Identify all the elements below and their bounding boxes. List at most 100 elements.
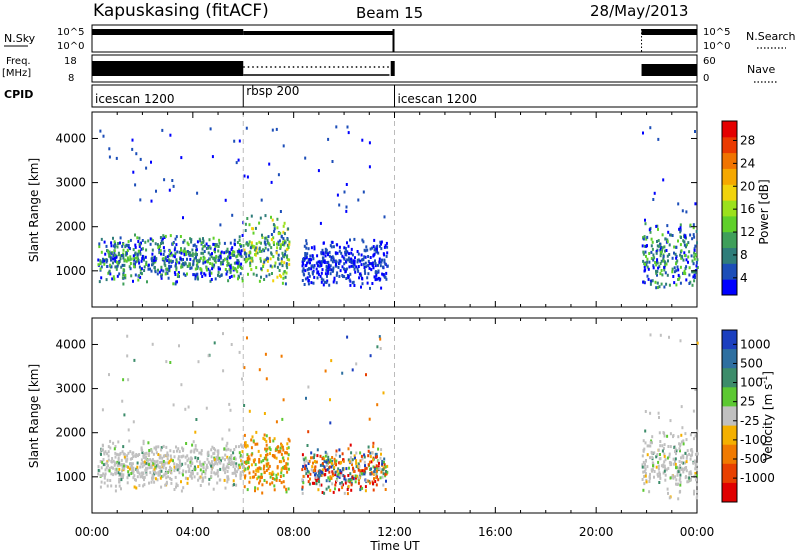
echo-cell xyxy=(309,261,311,265)
echo-cell xyxy=(239,473,242,477)
echo-cell xyxy=(217,454,219,458)
echo-cell xyxy=(682,271,685,275)
echo-cell xyxy=(253,248,256,252)
echo-cell xyxy=(273,227,276,231)
echo-cell xyxy=(320,271,323,275)
echo-cell xyxy=(107,464,109,468)
echo-cell xyxy=(327,458,330,462)
echo-cell xyxy=(265,454,268,458)
echo-cell xyxy=(646,465,649,469)
echo-cell xyxy=(310,246,313,250)
echo-cell xyxy=(317,479,320,483)
echo-cell xyxy=(176,280,178,284)
echo-cell xyxy=(123,467,126,471)
echo-cell xyxy=(375,483,378,487)
echo-cell xyxy=(287,227,290,231)
echo-cell xyxy=(320,470,323,474)
echo-cell xyxy=(323,491,326,495)
echo-cell xyxy=(240,249,243,253)
echo-cell xyxy=(278,460,281,464)
echo-cell xyxy=(345,277,348,280)
echo-cell xyxy=(331,459,334,463)
echo-cell xyxy=(305,242,308,246)
echo-cell xyxy=(670,233,672,237)
x-tick-label: 00:00 xyxy=(75,525,110,539)
x-tick-label: 04:00 xyxy=(176,525,211,539)
echo-cell xyxy=(384,262,387,266)
echo-cell xyxy=(693,255,696,259)
echo-cell xyxy=(284,275,287,279)
colorbar-swatch xyxy=(722,263,737,280)
echo-cell xyxy=(306,276,309,280)
echo-cell xyxy=(267,235,270,239)
echo-cell xyxy=(121,276,124,280)
echo-cell xyxy=(301,279,304,282)
echo-cell xyxy=(139,465,142,469)
echo-cell xyxy=(216,481,219,485)
freq-top-tick: 18 xyxy=(64,56,77,67)
colorbar-swatch xyxy=(722,463,737,484)
echo-cell xyxy=(241,462,244,466)
echo-cell xyxy=(327,260,330,264)
echo-cell xyxy=(164,483,167,487)
echo-cell xyxy=(258,460,261,464)
echo-cell xyxy=(263,258,266,262)
echo-cell xyxy=(301,269,304,273)
echo-cell xyxy=(680,433,683,437)
echo-cell xyxy=(106,478,109,482)
echo-cell xyxy=(209,127,212,131)
echo-cell xyxy=(227,477,230,481)
echo-cell xyxy=(170,251,173,255)
echo-cell xyxy=(227,461,230,465)
echo-cell xyxy=(358,272,361,276)
echo-cell xyxy=(256,251,259,255)
echo-cell xyxy=(380,242,382,246)
echo-cell xyxy=(276,275,279,279)
echo-cell xyxy=(186,257,188,261)
echo-cell xyxy=(341,254,344,258)
echo-cell xyxy=(330,268,333,272)
echo-cell xyxy=(126,354,129,358)
echo-cell xyxy=(361,282,364,286)
echo-cell xyxy=(234,467,236,471)
echo-cell xyxy=(677,202,680,206)
echo-cell xyxy=(693,247,696,251)
echo-cell xyxy=(691,283,694,287)
echo-cell xyxy=(317,260,320,264)
echo-cell xyxy=(136,470,139,474)
echo-cell xyxy=(117,458,120,461)
echo-cell xyxy=(163,249,166,253)
echo-cell xyxy=(675,256,678,260)
echo-cell xyxy=(158,270,161,274)
echo-cell xyxy=(319,221,322,225)
echo-cell xyxy=(330,359,333,363)
echo-cell xyxy=(653,470,656,473)
echo-cell xyxy=(175,260,178,264)
echo-cell xyxy=(368,266,371,270)
echo-cell xyxy=(233,261,236,265)
echo-cell xyxy=(307,474,309,478)
echo-cell xyxy=(124,273,127,277)
echo-cell xyxy=(165,466,167,470)
echo-cell xyxy=(201,472,203,476)
echo-cell xyxy=(288,258,291,262)
echo-cell xyxy=(280,460,283,464)
nsearch-bottom-tick: 10^0 xyxy=(703,41,730,52)
echo-cell xyxy=(154,477,157,481)
echo-cell xyxy=(217,259,220,262)
echo-cell xyxy=(122,464,125,468)
echo-cell xyxy=(664,467,667,471)
echo-cell xyxy=(233,250,236,254)
echo-cell xyxy=(308,459,311,463)
echo-cell xyxy=(184,462,187,466)
colorbar-tick-label: 16 xyxy=(740,202,755,216)
echo-cell xyxy=(171,259,174,263)
echo-cell xyxy=(287,437,290,441)
power-ylabel: Slant Range [km] xyxy=(27,158,41,262)
echo-cell xyxy=(287,487,290,491)
echo-cell xyxy=(161,237,164,241)
echo-cell xyxy=(688,273,691,277)
echo-cell xyxy=(307,462,310,465)
echo-cell xyxy=(378,461,380,465)
echo-cell xyxy=(643,465,646,469)
